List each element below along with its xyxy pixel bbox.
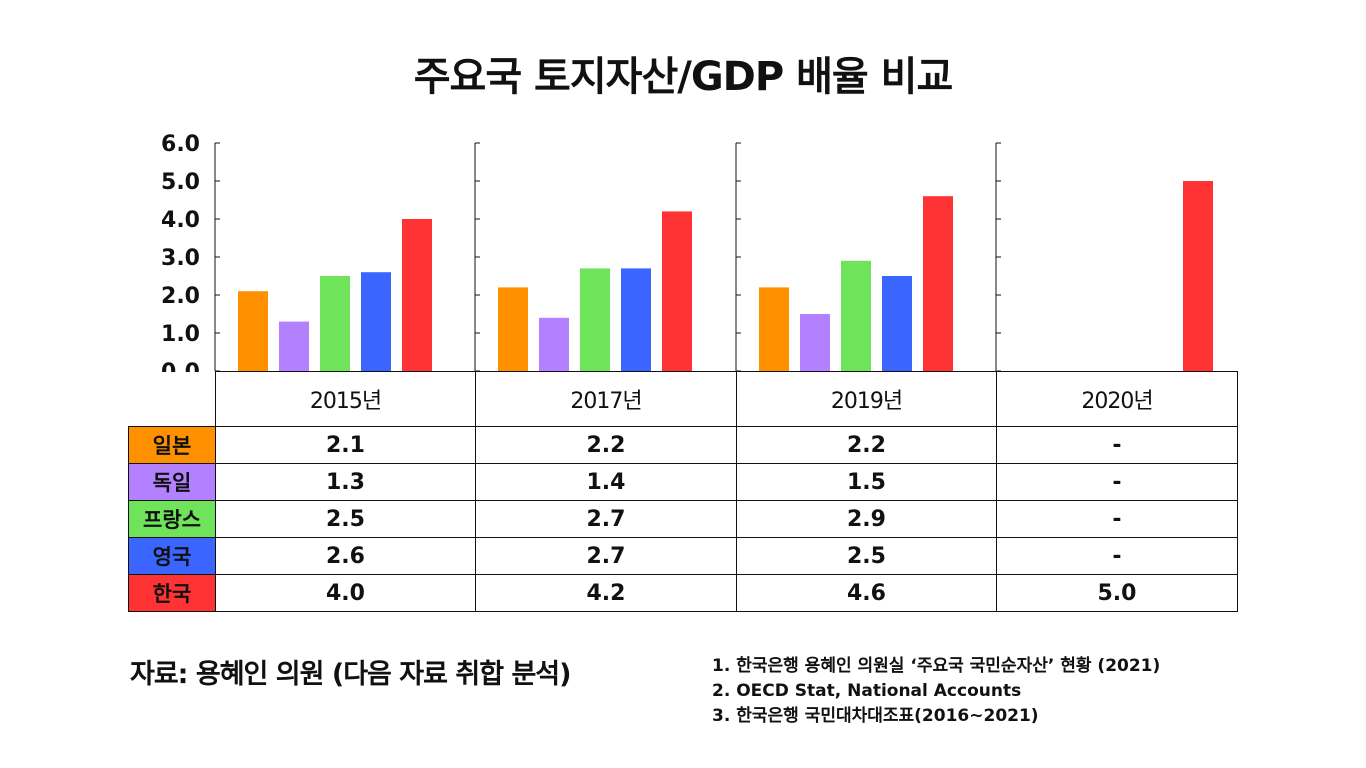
data-value-cell: 5.0 — [996, 574, 1238, 612]
data-value-cell: 4.6 — [736, 574, 997, 612]
bar-chart: 6.0 5.0 4.0 3.0 2.0 1.0 0.0 — [161, 132, 1213, 372]
series-label: 영국 — [128, 537, 216, 575]
bar-일본-2015년 — [238, 291, 268, 371]
data-value-cell: 2.2 — [736, 426, 997, 464]
bar-한국-2017년 — [662, 211, 692, 371]
data-value-cell: 2.9 — [736, 500, 997, 538]
bar-영국-2015년 — [361, 272, 391, 371]
reference-item: 3. 한국은행 국민대차대조표(2016~2021) — [712, 706, 1039, 726]
x-category-label: 2020년 — [996, 371, 1238, 427]
bar-프랑스-2017년 — [580, 268, 610, 371]
data-value-cell: 4.2 — [475, 574, 737, 612]
bar-일본-2019년 — [759, 287, 789, 371]
table-row: 독일 1.3 1.4 1.5- — [128, 463, 1238, 501]
bar-독일-2019년 — [800, 314, 830, 371]
y-tick-label: 6.0 — [161, 132, 200, 157]
x-category-label: 2019년 — [736, 371, 997, 427]
y-tick-label: 4.0 — [161, 208, 200, 233]
data-value-cell: - — [996, 426, 1238, 464]
data-value-cell: 2.6 — [215, 537, 476, 575]
table-corner — [128, 371, 216, 427]
data-value-cell: 2.7 — [475, 500, 737, 538]
bar-영국-2017년 — [621, 268, 651, 371]
bar-프랑스-2019년 — [841, 260, 871, 371]
bar-한국-2019년 — [923, 196, 953, 371]
data-value-cell: 2.7 — [475, 537, 737, 575]
source-note: 자료: 용혜인 의원 (다음 자료 취합 분석) — [130, 659, 571, 690]
y-tick-label: 0.0 — [161, 360, 200, 372]
table-row: 한국 4.0 4.2 4.6 5.0 — [128, 574, 1238, 612]
references-list: 1. 한국은행 용혜인 의원실 ‘주요국 국민순자산’ 현황 (2021) 2.… — [712, 654, 1160, 729]
data-value-cell: 4.0 — [215, 574, 476, 612]
data-table: 2015년 2017년 2019년 2020년 일본 2.1 2.2 2.2- 독일 1.3 1.4… — [128, 371, 1238, 612]
data-value-cell: 2.2 — [475, 426, 737, 464]
data-value-cell: 1.4 — [475, 463, 737, 501]
series-label: 프랑스 — [128, 500, 216, 538]
bar-일본-2017년 — [498, 287, 528, 371]
y-tick-label: 2.0 — [161, 284, 200, 309]
data-value-cell: 2.5 — [736, 537, 997, 575]
data-value-cell: - — [996, 537, 1238, 575]
y-tick-label: 3.0 — [161, 246, 200, 271]
series-label: 일본 — [128, 426, 216, 464]
table-row: 영국 2.6 2.7 2.5- — [128, 537, 1238, 575]
data-value-cell: 2.1 — [215, 426, 476, 464]
bar-독일-2015년 — [279, 321, 309, 371]
bar-한국-2020년 — [1183, 181, 1213, 371]
data-value-cell: - — [996, 463, 1238, 501]
y-tick-label: 5.0 — [161, 170, 200, 195]
data-value-cell: 1.5 — [736, 463, 997, 501]
x-category-label: 2015년 — [215, 371, 476, 427]
table-row: 일본 2.1 2.2 2.2- — [128, 426, 1238, 464]
series-label: 독일 — [128, 463, 216, 501]
y-tick-label: 1.0 — [161, 322, 200, 347]
table-row: 프랑스 2.5 2.7 2.9- — [128, 500, 1238, 538]
bar-프랑스-2015년 — [320, 276, 350, 371]
bar-한국-2015년 — [402, 219, 432, 371]
chart-title: 주요국 토지자산/GDP 배율 비교 — [413, 54, 954, 100]
reference-item: 2. OECD Stat, National Accounts — [712, 681, 1022, 701]
data-value-cell: 1.3 — [215, 463, 476, 501]
bar-독일-2017년 — [539, 317, 569, 371]
x-category-label: 2017년 — [475, 371, 737, 427]
data-value-cell: 2.5 — [215, 500, 476, 538]
bar-영국-2019년 — [882, 276, 912, 371]
reference-item: 1. 한국은행 용혜인 의원실 ‘주요국 국민순자산’ 현황 (2021) — [712, 656, 1161, 676]
data-value-cell: - — [996, 500, 1238, 538]
series-label: 한국 — [128, 574, 216, 612]
